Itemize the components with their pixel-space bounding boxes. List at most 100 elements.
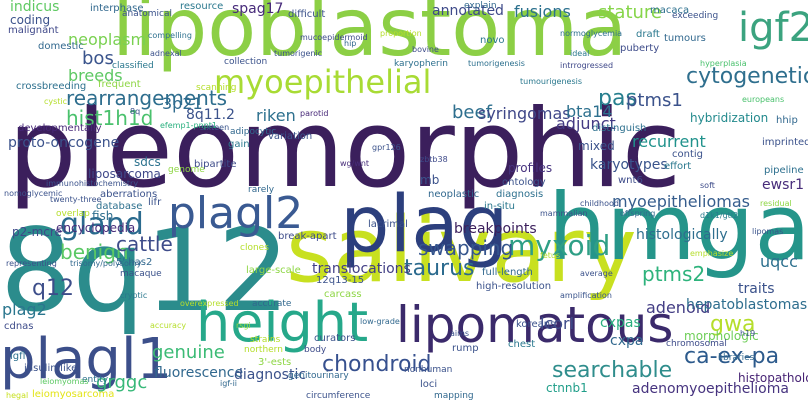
word-malignant: domestic	[38, 41, 84, 52]
word-carcass: 12q13-15	[316, 275, 365, 286]
word-amplification: morphologic	[684, 329, 759, 343]
word-sdcs: sdcs	[134, 155, 161, 169]
word-compelling: compelling	[148, 31, 192, 40]
word-ontology: ontology	[502, 177, 546, 188]
word-rsgi: rsgi	[236, 321, 251, 330]
word-hyperplasia: hyperplasia	[700, 59, 747, 68]
word-swapping: swapping	[418, 236, 514, 260]
word-p2-mcre: p2-mcre	[12, 225, 62, 239]
word-cryptic: cryptic	[120, 291, 148, 300]
word-genome: genome	[168, 165, 205, 175]
word-soft: soft	[700, 181, 715, 190]
word-aberrations: aberrations	[100, 189, 158, 200]
word-recurrent: recurrent	[632, 132, 706, 151]
word-igf2: igf2	[738, 5, 808, 51]
word-neoplasm: neoplasm	[68, 30, 147, 49]
word-ewsr1: ewsr1	[762, 177, 805, 193]
word-draft: draft	[636, 29, 660, 40]
word-sixteen: sixteen	[200, 123, 230, 132]
word-domestic: crossbreeding	[16, 81, 87, 92]
word-normoglycemia: normoglycemia	[560, 29, 623, 38]
word-liposarcoma: liposarcoma	[88, 167, 161, 181]
word-uqcc: uqcc	[760, 252, 798, 271]
word-anatomical: anatomical	[122, 9, 173, 19]
word-effort: effort	[664, 161, 692, 172]
word-mammalian: mammalian	[540, 209, 588, 218]
word-cxpa: cxpa	[610, 333, 644, 349]
word-igfl: insulin-like	[24, 363, 78, 374]
word-accuracy: accuracy	[150, 321, 187, 330]
word-zbtb38: zbtb38	[420, 155, 448, 164]
word-cryptic: coding	[10, 13, 51, 27]
word-nonhuman: circumference	[306, 391, 371, 401]
word-efemp1-pnpt1: efemp1-pnpt1	[160, 121, 217, 130]
word-interphase: interphase	[90, 3, 144, 14]
word-8q: 8q	[130, 107, 141, 116]
word-wg-wnt: wg/wnt	[340, 159, 370, 168]
word-lacrimal: lacrimal	[368, 219, 408, 230]
word-cystic: cystic	[44, 97, 68, 106]
word-salivary: salivary	[286, 198, 637, 303]
word-myxoid: myxoid	[508, 229, 611, 262]
word-hip: hip	[344, 39, 357, 48]
word-residual: residual	[760, 199, 792, 208]
word-mapping: entity	[82, 375, 109, 385]
word-fish: fish	[92, 209, 114, 223]
word-database: database	[96, 201, 143, 212]
word-myoepithelial: myoepithelial	[214, 63, 432, 101]
word-hybridization: hybridization	[690, 111, 769, 125]
word-grggc: grggc	[96, 372, 148, 393]
word-mixed: mixed	[578, 139, 615, 153]
word-emphasize: emphasize	[690, 249, 734, 258]
word-translocations: translocations	[312, 261, 411, 277]
word-igf-ii: igf-ii	[220, 379, 238, 388]
word-lcorl: lcorl	[540, 314, 575, 333]
word-leiomyomas: encyclopedia	[56, 221, 136, 235]
word-mb: mb	[420, 173, 440, 187]
word-resource: resource	[180, 1, 224, 12]
word-difficult: difficult	[288, 9, 326, 20]
word-novo: novo	[480, 35, 505, 46]
word-8q12: 8q12	[0, 204, 290, 337]
word-bos: bos	[82, 48, 114, 69]
word-scanning: scanning	[196, 83, 237, 93]
word-adnexal: accurate	[252, 299, 292, 309]
word-breeds: breeds	[68, 66, 123, 85]
word-karyopherin: karyopherin	[394, 59, 448, 69]
word-plagl2: plagl2	[168, 188, 304, 239]
word-explain: explain	[464, 1, 497, 11]
word-tumorigenic: tumorigenic	[274, 49, 323, 58]
word-ptms1: ptms1	[626, 90, 683, 111]
word-lipomas: lipomas	[752, 227, 784, 236]
word-plag2: plag2	[2, 300, 47, 319]
word-collection: collection	[224, 57, 268, 67]
word-neoplastic: neoplastic	[428, 189, 480, 200]
word-leiomyomas: leiomyomas	[40, 377, 89, 386]
word-imprinted: imprinted	[762, 137, 808, 148]
word-adenomyoepithelioma: adenomyoepithelioma	[632, 381, 789, 397]
word-strains: curators	[314, 333, 356, 344]
word-fluorescence: fluorescence	[154, 365, 244, 381]
word-twenty-three: twenty-three	[50, 195, 102, 204]
word-average: average	[580, 269, 613, 278]
word-childhood: hepatoblastomas	[686, 297, 808, 313]
word-childhood: childhood	[580, 199, 619, 208]
word-macaque: macaque	[120, 269, 162, 279]
word-indicus: indicus	[10, 0, 60, 15]
word-ptms2: ptms2	[642, 262, 706, 286]
word-hip: nonhuman	[404, 365, 453, 375]
word-hist1h1d: hist1h1d	[66, 106, 154, 130]
word-myoepitheliomas: myoepitheliomas	[612, 192, 750, 211]
word-exceeding: exceeding	[672, 11, 719, 21]
word-adnexal: adnexal	[150, 49, 182, 58]
word-immunohistochemistry: immunohistochemistry	[46, 179, 139, 188]
word-aims: aims	[450, 329, 470, 338]
word-crossbreeding: developmentally	[18, 123, 102, 134]
word-europeans: europeans	[742, 95, 785, 104]
word-macaca: macaca	[650, 5, 690, 16]
word-syringomas: syringomas	[478, 104, 571, 123]
word-parotid: parotid	[300, 109, 329, 118]
word-accurate: carcass	[324, 289, 362, 300]
word-break-apart: break-apart	[278, 231, 337, 242]
word-puberty: puberty	[620, 43, 660, 54]
